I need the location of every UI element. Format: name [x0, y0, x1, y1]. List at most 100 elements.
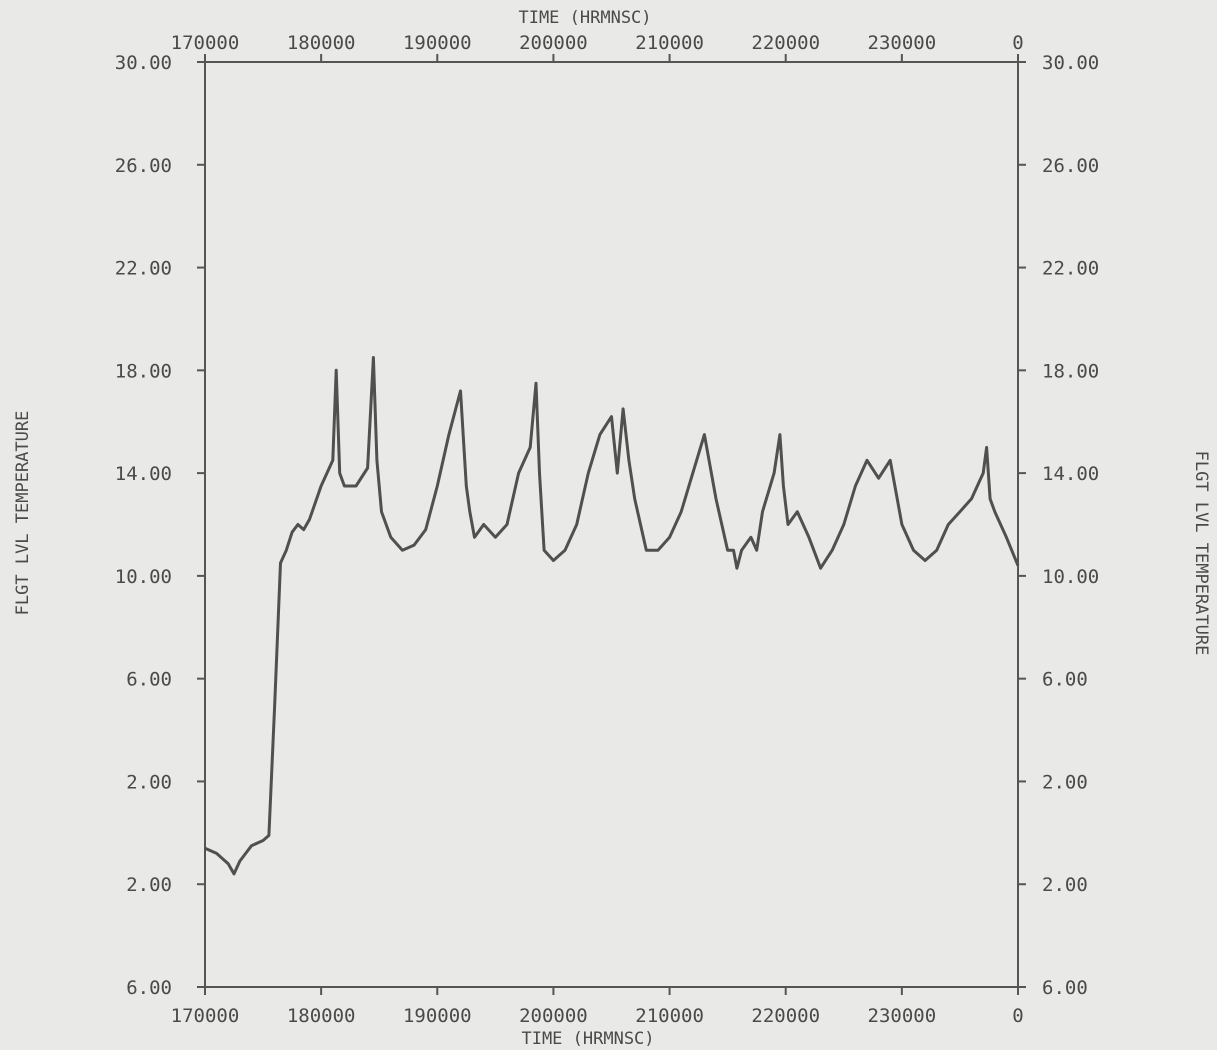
series-point — [985, 446, 988, 449]
series-point — [564, 549, 566, 551]
series-point — [538, 472, 541, 474]
series-point — [552, 559, 555, 562]
series-point — [854, 485, 857, 487]
y-tick-label-left: 22.00 — [115, 258, 172, 280]
series-point — [424, 528, 427, 531]
series-point — [285, 549, 288, 551]
y-tick-label-right: 30.00 — [1042, 52, 1099, 74]
series-point — [372, 356, 375, 359]
x-tick-label-top: 170000 — [171, 32, 240, 54]
series-point — [639, 523, 642, 526]
y-tick-label-left: 14.00 — [115, 463, 172, 485]
series-point — [543, 549, 545, 551]
x-tick-label-top: 180000 — [287, 32, 356, 54]
series-point — [616, 472, 619, 474]
y-tick-label-left: 18.00 — [115, 360, 172, 382]
series-point — [982, 472, 984, 474]
series-point — [262, 839, 264, 842]
series-point — [215, 852, 218, 855]
y-tick-label-left: 6.00 — [126, 977, 172, 999]
series-point — [843, 523, 845, 526]
series-point — [877, 477, 880, 480]
series-point — [380, 510, 383, 513]
series-point — [715, 498, 717, 500]
series-point — [645, 549, 648, 551]
series-point — [506, 523, 508, 526]
series-point — [448, 433, 450, 436]
series-point — [924, 559, 926, 562]
series-point — [473, 536, 476, 539]
x-tick-label-bottom: 220000 — [751, 1005, 820, 1027]
y-tick-label-right: 18.00 — [1042, 360, 1099, 382]
series-point — [376, 459, 378, 462]
series-point — [401, 549, 404, 551]
series-point — [413, 544, 415, 546]
x-tick-label-top: 200000 — [519, 32, 588, 54]
tick-labels: 30.00 30.00 26.00 26.00 22.00 22.00 18.00 18.00… — [115, 32, 1099, 1027]
series-point — [1017, 564, 1019, 567]
series-point — [732, 549, 735, 551]
series-point — [244, 852, 247, 855]
series-point — [740, 549, 743, 551]
y-tick-label-right: 10.00 — [1042, 566, 1099, 588]
series-point — [959, 510, 961, 513]
series-point — [338, 472, 341, 474]
series-line-temperature — [204, 356, 1020, 876]
x-tick-label-bottom: 170000 — [171, 1005, 240, 1027]
series-point — [343, 485, 346, 487]
y-tick-label-right: 26.00 — [1042, 155, 1099, 177]
y-tick-label-right: 6.00 — [1042, 977, 1088, 999]
x-axis-title-bottom: TIME (HRMNSC) — [521, 1029, 654, 1049]
series-point — [366, 467, 369, 469]
y-tick-label-left: 26.00 — [115, 155, 172, 177]
x-tick-label-top: 220000 — [751, 32, 820, 54]
series-point — [692, 472, 694, 474]
series-point — [239, 860, 241, 862]
series-point — [204, 847, 206, 850]
series-point — [494, 536, 497, 539]
series-point — [517, 472, 520, 474]
series-point — [989, 498, 991, 500]
series-point — [482, 523, 485, 526]
x-tick-label-top: 0 — [1012, 32, 1023, 54]
series-point — [291, 531, 293, 533]
series-point — [355, 485, 357, 487]
series-point — [302, 528, 305, 531]
series-point — [459, 390, 462, 392]
series-point — [465, 485, 468, 487]
series-point — [227, 862, 229, 865]
y-tick-label-left: 2.00 — [126, 874, 172, 896]
series-point — [250, 844, 253, 847]
series-group — [204, 356, 1020, 876]
y-tick-label-right: 14.00 — [1042, 463, 1099, 485]
series-point — [787, 523, 789, 526]
series-point — [866, 459, 868, 462]
series-point — [761, 510, 764, 513]
x-tick-label-bottom: 0 — [1012, 1005, 1023, 1027]
series-point — [436, 485, 439, 487]
y-tick-label-left: 6.00 — [126, 669, 172, 691]
x-tick-label-top: 190000 — [403, 32, 472, 54]
series-point — [703, 433, 706, 436]
series-point — [819, 567, 822, 569]
series-point — [736, 567, 738, 569]
x-tick-label-bottom: 180000 — [287, 1005, 356, 1027]
x-tick-label-top: 210000 — [635, 32, 704, 54]
series-point — [335, 369, 338, 372]
x-tick-label-top: 230000 — [868, 32, 937, 54]
series-point — [633, 498, 636, 500]
series-point — [332, 459, 334, 462]
x-tick-label-bottom: 230000 — [868, 1005, 937, 1027]
series-point — [1005, 536, 1008, 539]
series-point — [782, 485, 785, 487]
series-point — [529, 446, 531, 449]
series-point — [831, 549, 833, 551]
series-point — [279, 562, 282, 564]
series-point — [680, 510, 682, 513]
series-point — [994, 510, 996, 513]
y-tick-label-right: 2.00 — [1042, 874, 1088, 896]
series-point — [599, 433, 601, 436]
x-tick-label-bottom: 190000 — [403, 1005, 472, 1027]
